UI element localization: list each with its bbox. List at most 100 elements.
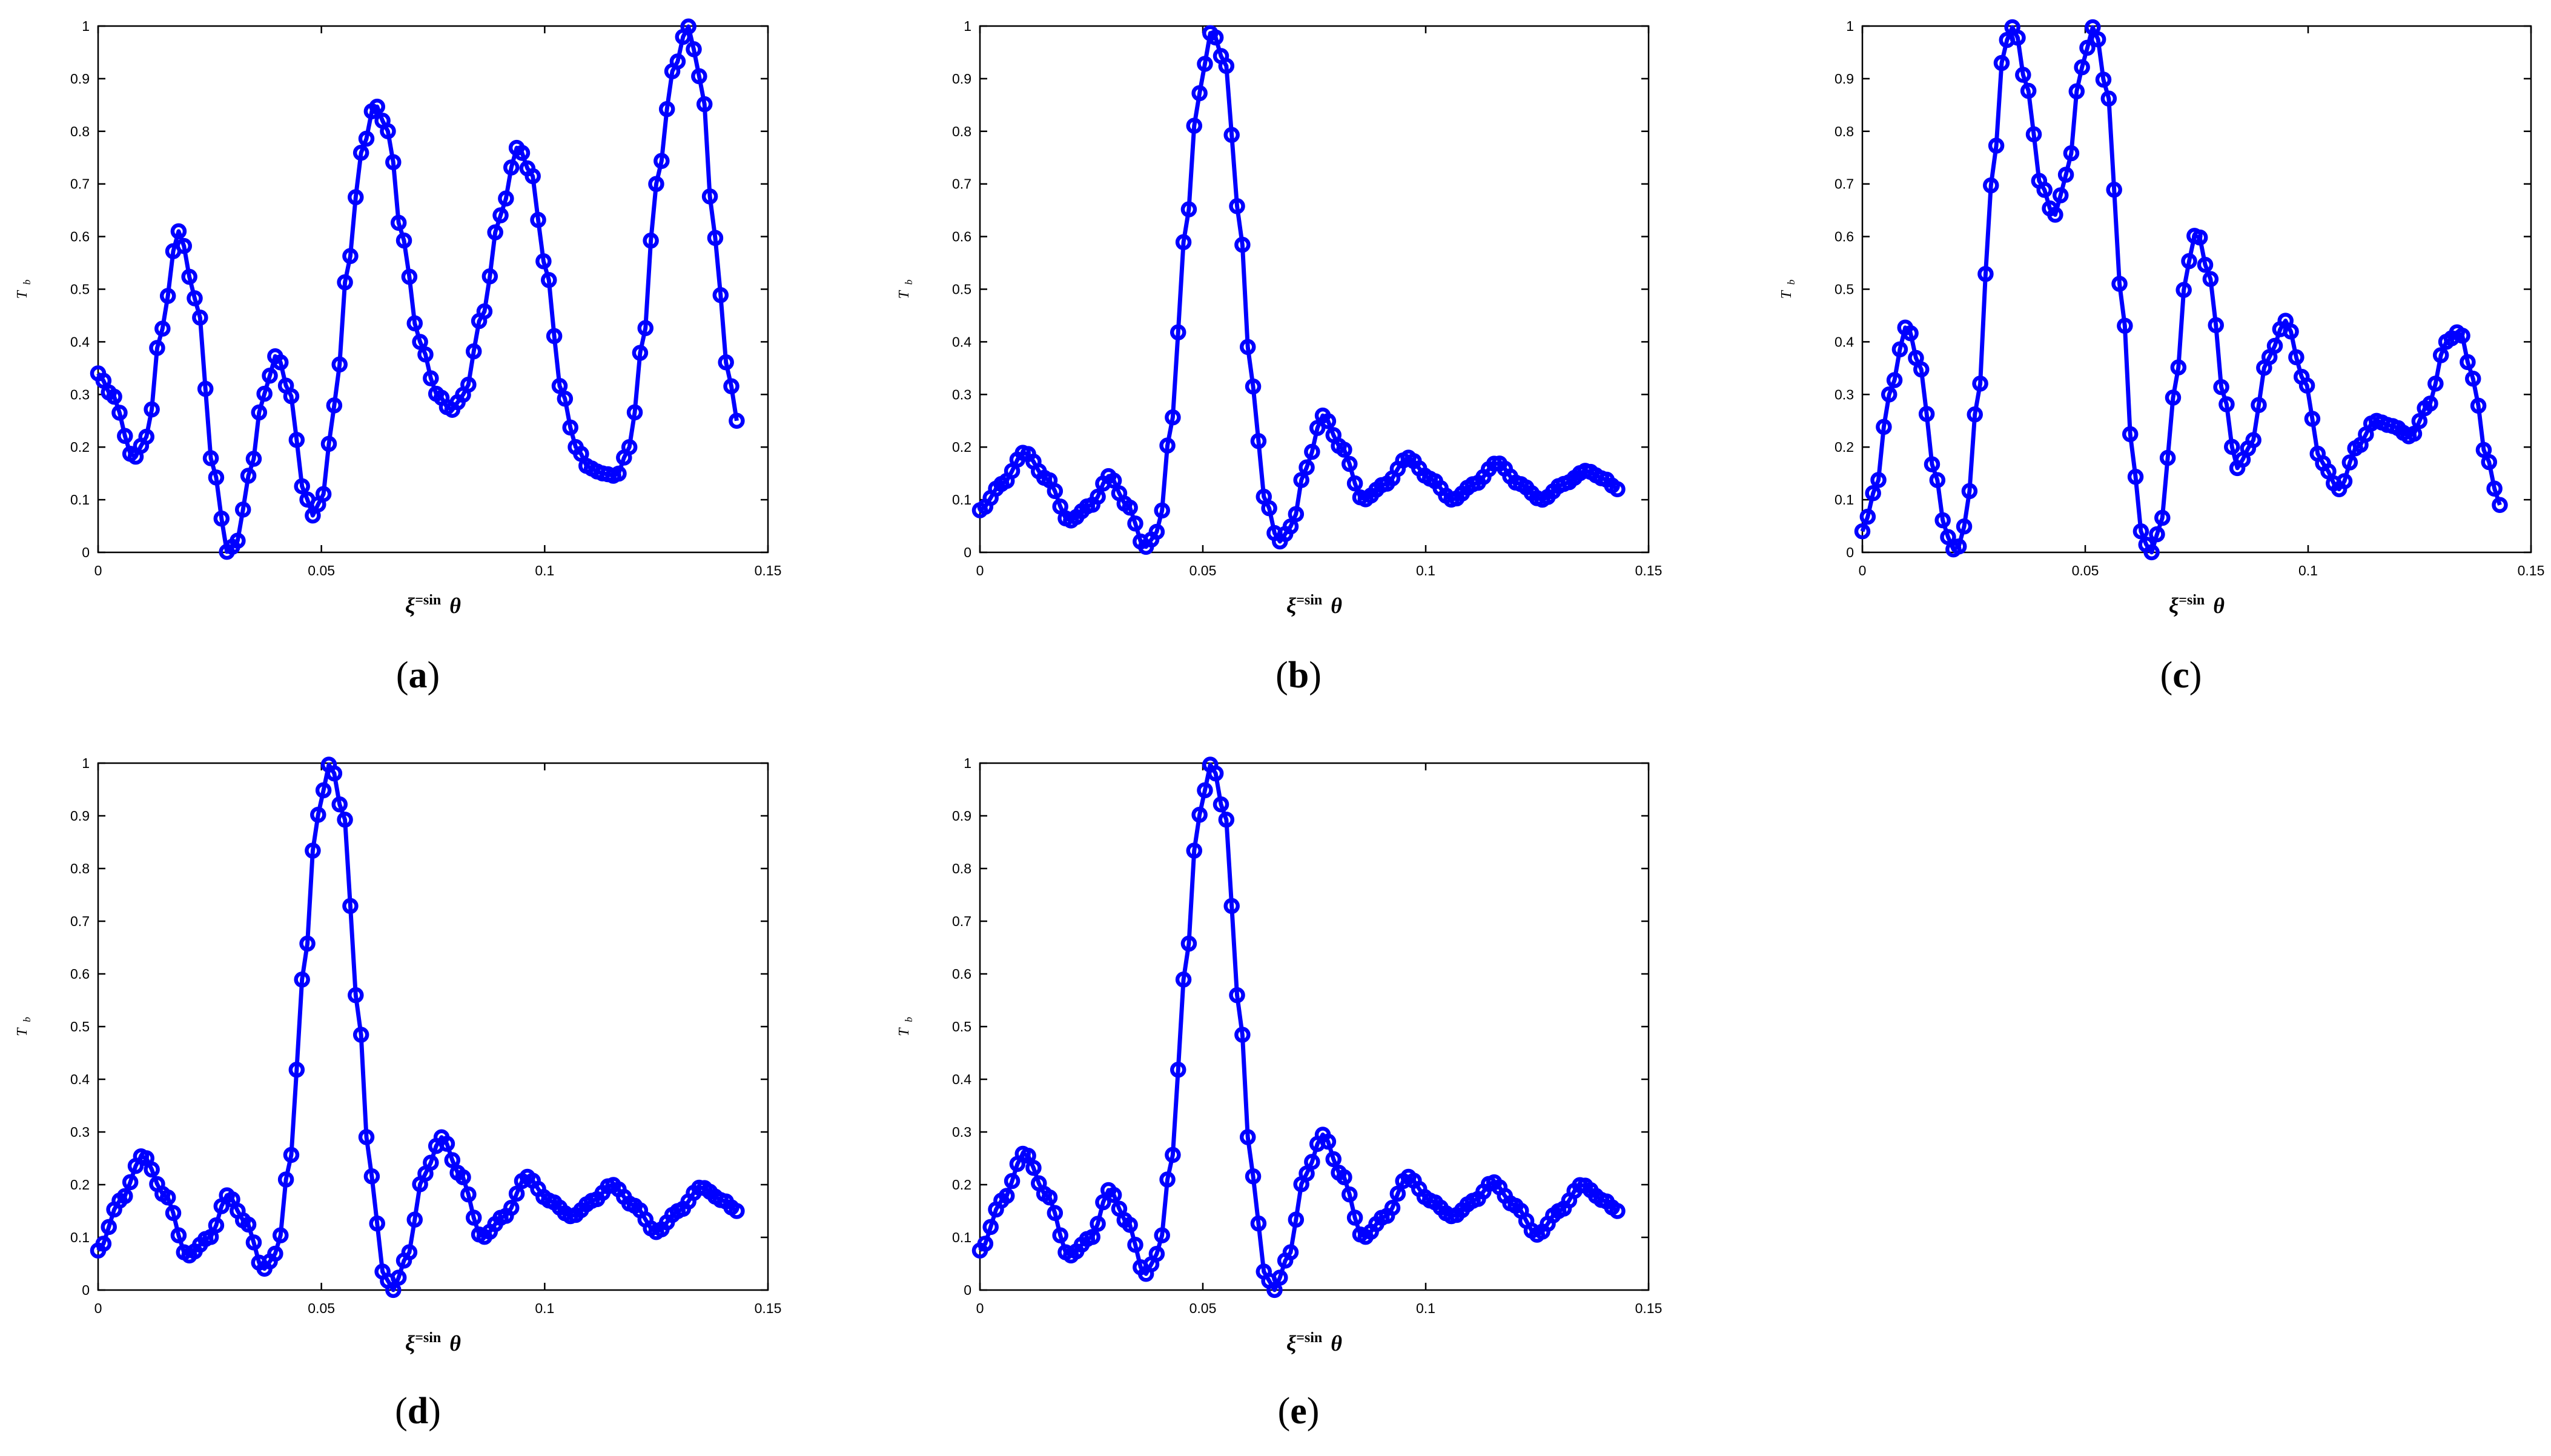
data-point	[1229, 987, 1245, 1004]
y-tick-label: 0.1	[70, 1229, 90, 1245]
data-point	[729, 1203, 745, 1219]
data-point	[2245, 432, 2261, 448]
x-tick-label: 0.1	[1416, 563, 1435, 578]
data-point	[2165, 389, 2182, 406]
data-point	[363, 1168, 380, 1185]
data-point	[417, 346, 434, 363]
data-point	[294, 478, 310, 495]
data-point	[621, 438, 638, 455]
x-tick-label: 0.15	[2518, 563, 2545, 578]
y-tick-label: 0.2	[952, 439, 971, 455]
x-tick-label: 0.05	[308, 563, 335, 578]
data-point	[1282, 1244, 1299, 1260]
data-point	[401, 1244, 418, 1260]
data-point	[240, 1216, 257, 1233]
data-point	[1245, 1168, 1262, 1185]
data-point	[1250, 1215, 1267, 1232]
panel-label: (b)	[1276, 655, 1322, 696]
panel-a: 0 0.1 0.2 0.3 0.4 0.5 0.6 0.7 0.8 0.9 1 0 0.05 0.1 0.1…	[15, 18, 781, 696]
x-axis-symbol: ξ	[405, 1331, 415, 1355]
data-point	[273, 1227, 289, 1243]
data-point	[1891, 341, 1908, 358]
y-tick-label: 0.1	[952, 1229, 971, 1245]
x-axis-sup: =sin	[1296, 1330, 1322, 1346]
y-tick-label: 1	[1846, 18, 1854, 34]
data-point	[1304, 1154, 1320, 1170]
y-axis-sub: b	[903, 280, 915, 285]
data-point	[2122, 426, 2139, 443]
data-point	[1924, 456, 1941, 472]
data-point	[2470, 397, 2487, 414]
y-tick-label: 0.8	[70, 124, 90, 139]
y-tick-label: 0.4	[952, 334, 971, 349]
data-point	[637, 320, 654, 336]
data-point	[1197, 782, 1213, 799]
data-point	[352, 1027, 369, 1043]
data-point	[1095, 1194, 1111, 1211]
data-point	[1342, 1186, 1358, 1203]
data-point	[1881, 386, 1898, 403]
data-point	[412, 334, 428, 350]
data-point	[632, 345, 649, 361]
y-tick-label: 0.7	[70, 913, 90, 929]
data-point	[626, 404, 643, 421]
data-point	[245, 451, 262, 467]
y-axis-main: T	[15, 1027, 30, 1036]
data-point	[1266, 1282, 1283, 1299]
data-point	[2127, 468, 2144, 485]
data-point	[691, 68, 707, 85]
data-point	[1272, 1269, 1288, 1286]
x-axis-symbol: ξ	[1286, 1331, 1296, 1355]
x-axis-label: ξ=sin θ	[405, 1330, 461, 1355]
data-point	[729, 412, 745, 429]
data-point	[535, 253, 552, 270]
data-point	[1218, 812, 1235, 828]
data-point	[492, 207, 509, 223]
data-point	[1207, 29, 1224, 46]
data-point	[122, 1174, 139, 1191]
data-point	[1191, 807, 1208, 823]
data-point	[503, 1200, 520, 1216]
data-point	[234, 501, 251, 518]
data-point	[1940, 529, 1956, 545]
data-point	[176, 237, 193, 254]
data-point	[1148, 1245, 1165, 1262]
y-tick-label: 0	[82, 1282, 90, 1298]
x-tick-label: 0.05	[1189, 563, 1217, 578]
data-point	[385, 154, 402, 170]
data-point	[1239, 1129, 1256, 1145]
y-axis-label: Tb	[15, 280, 33, 299]
data-point	[669, 53, 686, 70]
x-tick-label: 0.15	[1635, 563, 1663, 578]
data-point	[208, 1217, 225, 1234]
y-tick-label: 0.1	[1835, 492, 1854, 508]
y-axis-label: Tb	[1779, 280, 1797, 299]
x-axis-sup: =sin	[2179, 592, 2205, 608]
data-point	[1988, 137, 2005, 154]
data-point	[2202, 271, 2219, 287]
x-tick-label: 0.05	[308, 1300, 335, 1316]
data-point	[2213, 379, 2229, 395]
data-point	[1993, 55, 2010, 71]
x-axis-var: θ	[1331, 594, 1342, 618]
data-point	[2218, 396, 2235, 412]
data-point	[1165, 1147, 1181, 1163]
data-point	[1223, 898, 1240, 915]
x-tick-label: 0	[976, 563, 984, 578]
data-point	[2422, 395, 2438, 412]
data-point	[1886, 372, 1903, 388]
data-point	[320, 435, 337, 452]
data-point	[406, 1211, 423, 1228]
data-point	[1950, 538, 1967, 555]
data-point	[2465, 370, 2481, 387]
y-tick-label: 0.5	[952, 1019, 971, 1034]
data-point	[1159, 437, 1176, 454]
data-point	[256, 385, 273, 402]
data-point	[1207, 765, 1224, 782]
data-point	[181, 268, 197, 285]
data-point	[1609, 1203, 1626, 1219]
data-point	[2341, 454, 2358, 471]
panel-letter: a	[409, 655, 428, 696]
data-point	[2095, 71, 2112, 88]
data-point	[390, 1269, 407, 1286]
